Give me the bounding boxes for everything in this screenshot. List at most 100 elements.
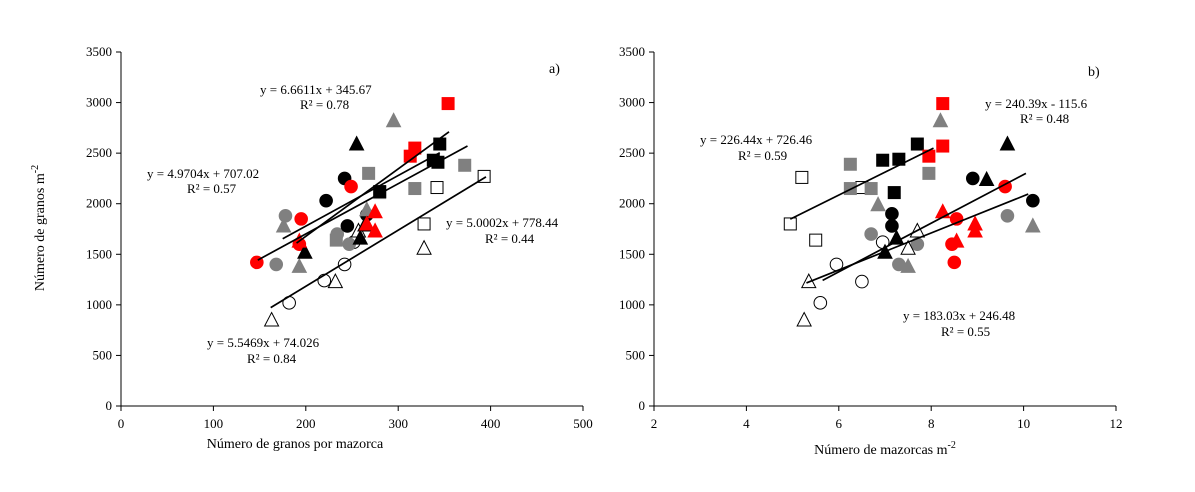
trend-a3-equation: y = 5.0002x + 778.44 — [446, 215, 559, 230]
y-tick-label: 2500 — [86, 145, 112, 160]
data-point-square — [936, 139, 950, 153]
y-tick-label: 1500 — [619, 246, 645, 261]
panel-b-x-label: Número de mazorcas m-2 — [814, 440, 956, 458]
data-point-square — [430, 181, 444, 195]
data-point-circle — [813, 296, 828, 310]
data-point-square — [922, 166, 936, 180]
y-tick-label: 2000 — [86, 196, 112, 211]
x-tick-label: 4 — [743, 416, 750, 431]
data-point-triangle — [888, 229, 905, 245]
data-point-triangle — [999, 135, 1016, 151]
data-point-triangle — [1025, 217, 1041, 233]
data-point-square — [876, 153, 890, 167]
data-point-square — [408, 141, 422, 155]
data-point-circle — [319, 193, 333, 208]
data-point-triangle — [416, 239, 432, 255]
panel-b-axes: 0 500 1000 1500 2000 2500 3000 3500 2 4 6 8 10 12 — [619, 44, 1123, 431]
data-point-circle — [885, 207, 899, 221]
y-tick-label: 0 — [639, 398, 646, 413]
data-point-triangle — [967, 215, 983, 231]
x-tick-label: 400 — [481, 416, 501, 431]
data-point-square — [809, 233, 823, 247]
trend-a4-equation: y = 5.5469x + 74.026 — [207, 335, 320, 350]
data-point-circle — [340, 219, 355, 233]
panel-a-marks — [250, 97, 491, 327]
panel-a-y-label-main: Número de granos m — [33, 173, 48, 291]
data-point-triangle — [348, 135, 365, 151]
data-point-triangle — [275, 217, 292, 233]
data-point-triangle — [385, 112, 402, 128]
trend-b1-equation: y = 226.44x + 726.46 — [700, 132, 813, 147]
data-point-triangle — [367, 203, 383, 219]
data-point-circle — [278, 209, 293, 223]
data-point-triangle — [358, 215, 375, 231]
y-tick-label: 2500 — [619, 145, 645, 160]
x-tick-label: 12 — [1110, 416, 1123, 431]
y-tick-label: 500 — [626, 347, 646, 362]
trendline-b1 — [789, 147, 934, 220]
data-point-triangle — [978, 170, 995, 186]
data-point-circle — [1000, 209, 1015, 223]
data-point-square — [329, 233, 343, 247]
panel-a-axes: 0 500 1000 1500 2000 2500 3000 3500 0 100 200 300 40… — [86, 44, 593, 431]
data-point-square — [936, 97, 950, 111]
y-tick-label: 1000 — [86, 297, 112, 312]
trendline-a2 — [257, 145, 468, 261]
trend-b3-r2: R² = 0.55 — [941, 324, 990, 339]
data-point-square — [795, 170, 809, 184]
trend-b2-r2: R² = 0.48 — [1020, 111, 1069, 126]
panel-b-x-label-main: Número de mazorcas m — [814, 443, 947, 458]
panel-b-marks — [783, 97, 1041, 327]
trendline-a3 — [282, 152, 441, 240]
data-point-triangle — [932, 112, 949, 128]
trend-a3-r2: R² = 0.44 — [485, 231, 535, 246]
x-tick-label: 100 — [204, 416, 224, 431]
trend-a2-equation: y = 4.9704x + 707.02 — [147, 166, 259, 181]
data-point-square — [864, 182, 878, 196]
data-point-circle — [947, 255, 962, 270]
trend-a2-r2: R² = 0.57 — [187, 181, 237, 196]
data-point-circle — [317, 273, 332, 288]
panel-a-label: a) — [549, 62, 560, 77]
data-point-square — [362, 166, 376, 180]
y-tick-label: 2000 — [619, 196, 645, 211]
panel-a-y-label-sup: -2 — [30, 165, 41, 173]
x-tick-label: 10 — [1017, 416, 1030, 431]
panel-a: 0 500 1000 1500 2000 2500 3000 3500 0 100 200 300 40… — [30, 44, 593, 452]
data-point-triangle — [352, 229, 369, 245]
data-point-triangle — [870, 196, 886, 212]
y-tick-label: 0 — [106, 398, 113, 413]
y-tick-label: 3000 — [619, 95, 645, 110]
data-point-circle — [269, 257, 284, 272]
data-point-circle — [885, 219, 899, 233]
data-point-triangle — [367, 222, 383, 238]
x-tick-label: 2 — [651, 416, 658, 431]
data-point-triangle — [900, 257, 916, 273]
x-tick-label: 500 — [573, 416, 593, 431]
data-point-triangle — [297, 243, 313, 259]
data-point-triangle — [263, 311, 280, 327]
data-point-square — [408, 182, 422, 196]
trend-a4-r2: R² = 0.84 — [247, 351, 297, 366]
trend-b1-r2: R² = 0.59 — [738, 148, 787, 163]
y-tick-label: 1000 — [619, 297, 645, 312]
data-point-circle — [1026, 193, 1040, 208]
panel-b-x-label-sup: -2 — [948, 440, 956, 451]
panel-b-trendlines — [789, 147, 1029, 284]
data-point-circle — [864, 227, 878, 241]
y-tick-label: 500 — [93, 347, 113, 362]
y-tick-label: 3500 — [86, 44, 112, 59]
data-point-triangle — [934, 203, 951, 219]
data-point-square — [910, 137, 924, 151]
data-point-triangle — [291, 257, 308, 273]
trend-b2-equation: y = 240.39x - 115.6 — [985, 96, 1088, 111]
trend-a1-r2: R² = 0.78 — [300, 97, 349, 112]
panel-b-label: b) — [1088, 65, 1100, 80]
x-tick-label: 6 — [836, 416, 843, 431]
x-tick-label: 8 — [928, 416, 935, 431]
data-point-square — [458, 158, 472, 172]
x-tick-label: 0 — [118, 416, 125, 431]
trend-b3-equation: y = 183.03x + 246.48 — [903, 308, 1015, 323]
data-point-square — [433, 137, 447, 151]
